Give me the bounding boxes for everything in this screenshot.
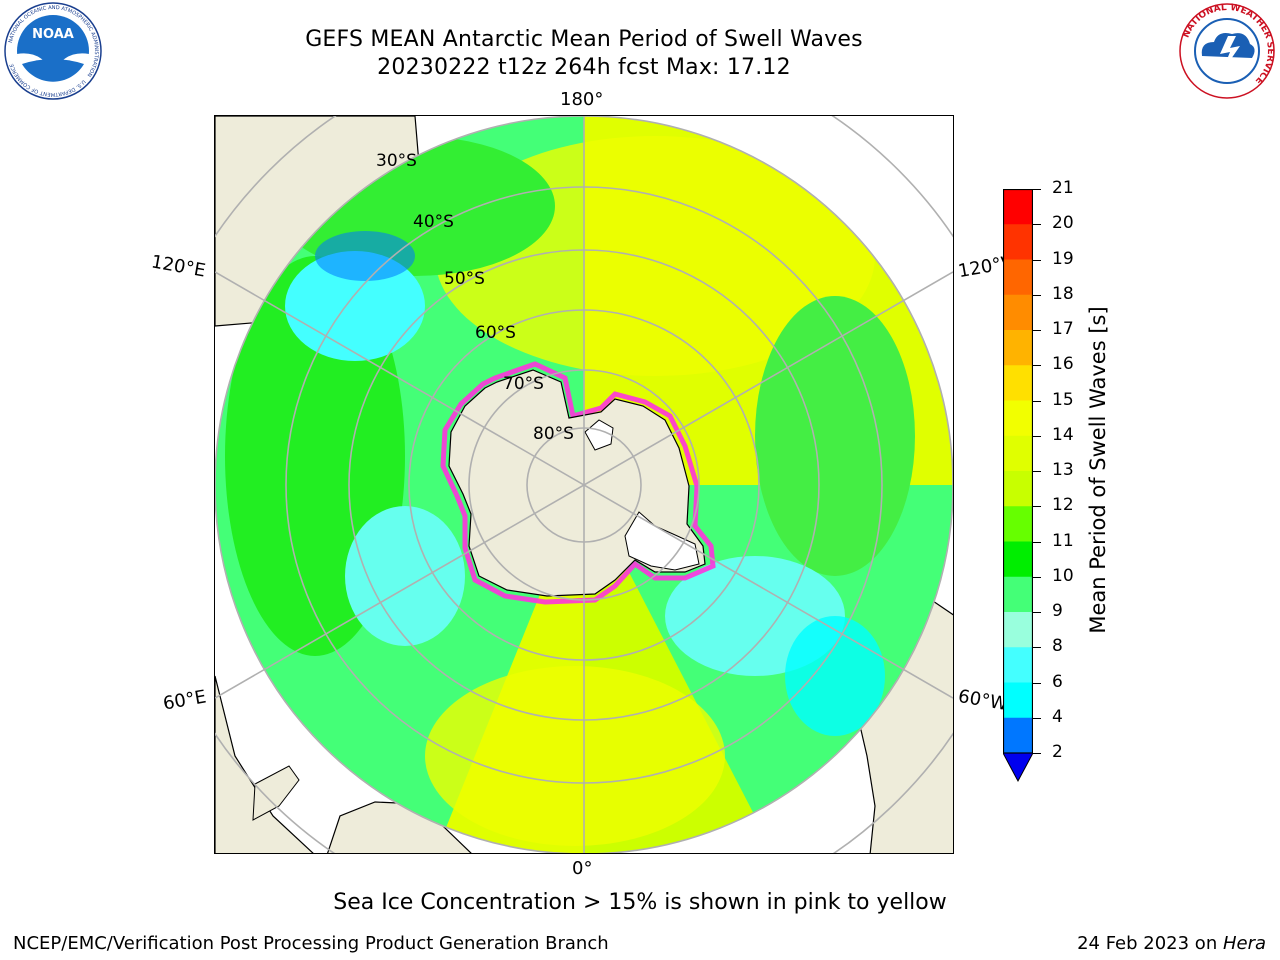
colorbar-tick-label: 6 xyxy=(1052,671,1063,692)
meridian-60e-120w xyxy=(215,271,953,699)
colorbar-tick-label: 21 xyxy=(1052,178,1074,198)
colorbar-tick-mark xyxy=(1033,400,1041,402)
colorbar-tick-mark xyxy=(1033,647,1041,649)
colorbar-block xyxy=(1003,612,1033,648)
colorbar-tick-mark xyxy=(1033,435,1041,437)
colorbar-tick-label: 14 xyxy=(1052,424,1074,445)
colorbar-tick-label: 19 xyxy=(1052,248,1074,269)
footer-machine: Hera xyxy=(1222,933,1266,954)
lon-label-60e: 60°E xyxy=(161,686,208,715)
colorbar-block xyxy=(1003,506,1033,542)
swell-period-field xyxy=(215,116,953,853)
colorbar-tick-mark xyxy=(1033,471,1041,473)
noaa-logo-text: NOAA xyxy=(32,27,74,42)
colorbar-tick-label: 20 xyxy=(1052,213,1074,234)
sea-ice-note: Sea Ice Concentration > 15% is shown in … xyxy=(333,890,947,915)
colorbar-outline xyxy=(1003,189,1033,754)
colorbar-tick-mark xyxy=(1033,294,1041,296)
colorbar-block xyxy=(1003,576,1033,613)
colorbar-tick-label: 9 xyxy=(1052,601,1063,621)
lat-label-40s: 40°S xyxy=(413,212,454,232)
antarctica xyxy=(440,361,716,605)
lon-label-180: 180° xyxy=(560,89,604,110)
lat-label-70s: 70°S xyxy=(503,374,544,394)
colorbar-tick-label: 12 xyxy=(1052,495,1074,516)
colorbar-tick-mark xyxy=(1033,682,1041,684)
colorbar-extend-triangle xyxy=(1003,752,1033,783)
colorbar-tick-label: 2 xyxy=(1052,742,1063,762)
colorbar-tick-mark xyxy=(1033,717,1041,719)
colorbar-tick-mark xyxy=(1033,576,1041,578)
colorbar-tick-mark xyxy=(1033,189,1041,191)
lat-label-50s: 50°S xyxy=(444,269,485,289)
noaa-logo: NOAA NATIONAL OCEANIC AND ATMOSPHERIC AD… xyxy=(4,2,102,100)
lon-label-120e: 120°E xyxy=(149,251,208,282)
colorbar-tick-mark xyxy=(1033,612,1041,614)
colorbar-tick-label: 10 xyxy=(1052,565,1074,586)
colorbar-tick-mark xyxy=(1033,506,1041,508)
colorbar-tick-mark xyxy=(1033,259,1041,261)
graticule xyxy=(215,116,953,853)
lat-label-80s: 80°S xyxy=(533,424,574,444)
colorbar-block xyxy=(1003,189,1033,225)
colorbar-tick-label: 17 xyxy=(1052,319,1074,339)
colorbar-block xyxy=(1003,647,1033,683)
colorbar-block xyxy=(1003,471,1033,507)
colorbar-tick-label: 8 xyxy=(1052,636,1063,657)
colorbar-tick-mark xyxy=(1033,224,1041,226)
colorbar-tick-label: 15 xyxy=(1052,389,1074,410)
colorbar-block xyxy=(1003,435,1033,472)
colorbar-tick-mark xyxy=(1033,753,1041,755)
chart-title: GEFS MEAN Antarctic Mean Period of Swell… xyxy=(305,27,863,52)
colorbar-tick-mark xyxy=(1033,365,1041,367)
colorbar-tick-label: 16 xyxy=(1052,354,1074,375)
colorbar-tick-label: 18 xyxy=(1052,283,1074,304)
polar-map xyxy=(214,115,954,854)
colorbar-block xyxy=(1003,259,1033,296)
colorbar-tick-mark xyxy=(1033,330,1041,332)
colorbar-block xyxy=(1003,717,1033,754)
chart-subtitle: 20230222 t12z 264h fcst Max: 17.12 xyxy=(377,55,791,80)
colorbar xyxy=(1003,189,1033,783)
lat-label-30s: 30°S xyxy=(376,151,417,171)
polar-map-svg xyxy=(215,116,953,853)
lon-label-60w: 60°W xyxy=(956,685,1010,716)
lon-label-0: 0° xyxy=(572,858,593,879)
colorbar-block xyxy=(1003,330,1033,366)
colorbar-tick-mark xyxy=(1033,541,1041,543)
colorbar-block xyxy=(1003,400,1033,437)
colorbar-tick-label: 13 xyxy=(1052,460,1074,480)
colorbar-block xyxy=(1003,365,1033,401)
colorbar-block xyxy=(1003,224,1033,260)
colorbar-block xyxy=(1003,541,1033,578)
lat-label-60s: 60°S xyxy=(475,323,516,343)
footer-date: 24 Feb 2023 on Hera xyxy=(1077,933,1266,954)
colorbar-blocks xyxy=(1003,189,1033,754)
colorbar-label: Mean Period of Swell Waves [s] xyxy=(1086,306,1110,634)
colorbar-tick-label: 11 xyxy=(1052,530,1074,551)
colorbar-tick-label: 4 xyxy=(1052,706,1063,727)
colorbar-block xyxy=(1003,682,1033,719)
colorbar-block xyxy=(1003,294,1033,331)
footer-date-text: 24 Feb 2023 on xyxy=(1077,933,1223,954)
footer-credit: NCEP/EMC/Verification Post Processing Pr… xyxy=(13,933,609,954)
nws-logo: NATIONAL WEATHER SERVICE xyxy=(1179,3,1275,99)
